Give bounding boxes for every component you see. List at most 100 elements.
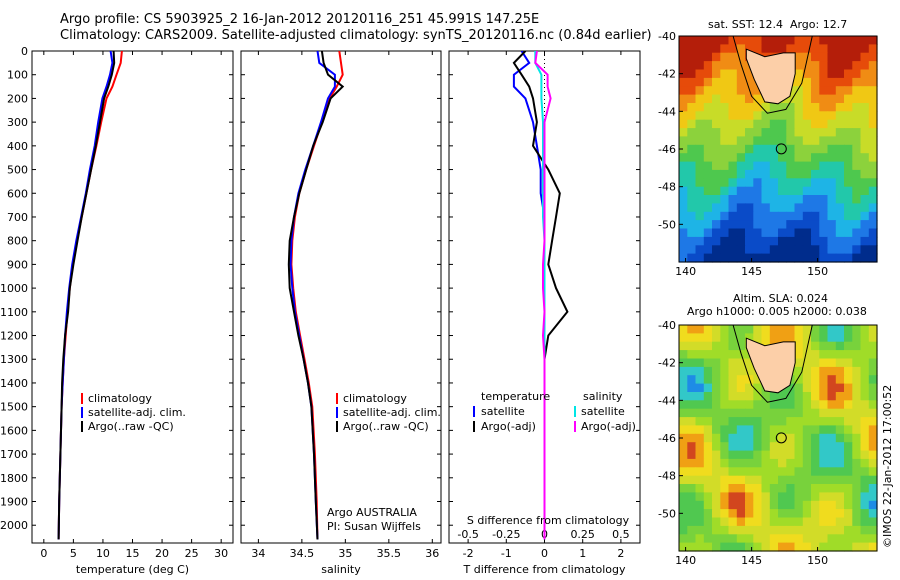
map-cell — [703, 542, 713, 552]
map-cell — [703, 392, 713, 401]
map-cell — [802, 203, 812, 213]
y-tick-label: 1400 — [0, 377, 28, 390]
map-cell — [819, 211, 829, 221]
map-cell — [728, 475, 738, 485]
y-tick-label: 1800 — [0, 472, 28, 485]
y-tick-label: 1100 — [0, 306, 28, 319]
map-cell — [728, 144, 738, 154]
plot-frame — [240, 50, 442, 544]
legend-title-salinity: salinity — [583, 390, 623, 403]
map-cell — [827, 542, 837, 552]
map-cell — [695, 52, 705, 62]
map-cell — [868, 144, 878, 154]
map-cell — [852, 228, 862, 238]
map-cell — [736, 333, 746, 343]
map-cell — [811, 153, 820, 163]
map-cell — [835, 542, 845, 552]
map-cell — [712, 111, 721, 121]
map-cell — [761, 36, 771, 45]
map-cell — [811, 425, 820, 435]
map-cell — [811, 61, 820, 71]
map-cell — [827, 169, 837, 179]
map-cell — [761, 195, 771, 204]
map-cell — [687, 245, 697, 255]
map-cell — [769, 500, 779, 510]
map-cell — [835, 534, 845, 544]
map-cell — [712, 69, 721, 79]
y-tick-label: 100 — [7, 69, 28, 82]
map-cell — [852, 103, 862, 112]
x-tick-label: 140 — [675, 554, 696, 567]
map-cell — [769, 433, 779, 443]
map-cell — [802, 61, 812, 71]
map-cell — [728, 517, 738, 527]
map-cell — [868, 44, 878, 54]
map-cell — [720, 36, 730, 45]
map-cell — [745, 94, 754, 104]
map-cell — [703, 475, 713, 485]
map-cell — [769, 211, 779, 221]
map-cell — [868, 94, 878, 104]
map-cell — [712, 136, 721, 146]
map-cell — [720, 128, 730, 138]
map-cell — [819, 325, 829, 334]
x-tick-label: 35 — [338, 547, 352, 560]
series-line-argorawqc — [287, 51, 345, 540]
map-cell — [753, 186, 763, 196]
map-cell — [728, 325, 738, 334]
map-cell — [778, 103, 787, 112]
map-cell — [687, 111, 697, 121]
map-cell — [753, 128, 763, 138]
map-cell — [844, 228, 853, 238]
chart-title-line1: Argo profile: CS 5903925_2 16-Jan-2012 2… — [60, 12, 540, 27]
map-cell — [819, 69, 829, 79]
difference-panel: -2 -1 0 1 2-0.5 -0.25 0 0.25 0.5T difference fro… — [448, 50, 641, 576]
map-cell — [835, 236, 845, 246]
map-cell — [753, 425, 763, 435]
x-tick-label: 1 — [579, 547, 586, 560]
x-tick-label: 5 — [70, 547, 77, 560]
map-cell — [687, 136, 697, 146]
map-cell — [852, 366, 862, 376]
map-cell — [761, 128, 771, 138]
map-cell — [835, 195, 845, 204]
map-cell — [761, 236, 771, 246]
map-cell — [703, 153, 713, 163]
map-cell — [778, 458, 787, 468]
map-cell — [687, 492, 697, 502]
map-cell — [745, 220, 754, 230]
x-tick-label: 30 — [214, 547, 228, 560]
y-tick-label: 1000 — [0, 282, 28, 295]
map-cell — [778, 136, 787, 146]
map-cell — [712, 492, 721, 502]
map-cell — [868, 542, 878, 552]
map-cell — [703, 169, 713, 179]
map-cell — [802, 195, 812, 204]
map-cell — [819, 450, 829, 460]
map-cell — [679, 467, 688, 477]
map-cell — [852, 358, 862, 368]
map-cell — [844, 52, 853, 62]
map-cell — [679, 203, 688, 213]
map-cell — [745, 103, 754, 112]
map-cell — [794, 236, 804, 246]
map-cell — [728, 525, 738, 535]
map-cell — [819, 517, 829, 527]
map-cell — [811, 228, 820, 238]
map-cell — [687, 195, 697, 204]
map-cell — [786, 220, 796, 230]
map-cell — [844, 119, 853, 129]
map-cell — [695, 211, 705, 221]
map-cell — [753, 509, 763, 519]
map-cell — [860, 44, 870, 54]
map-cell — [720, 517, 730, 527]
map-cell — [695, 195, 705, 204]
map-cell — [860, 161, 870, 171]
map-cell — [769, 144, 779, 154]
x-tick-label-salinity: -0.5 — [457, 528, 478, 541]
map-cell — [728, 492, 738, 502]
map-cell — [736, 136, 746, 146]
map-cell — [786, 408, 796, 418]
map-cell — [794, 211, 804, 221]
map-cell — [835, 341, 845, 351]
